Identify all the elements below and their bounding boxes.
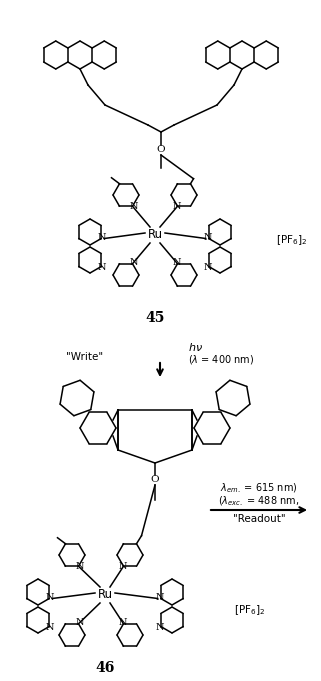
Text: [PF$_6$]$_2$: [PF$_6$]$_2$: [276, 233, 308, 247]
Text: N: N: [204, 233, 212, 242]
Text: N: N: [46, 593, 55, 602]
Text: ($\lambda$ = 400 nm): ($\lambda$ = 400 nm): [188, 353, 254, 366]
Text: N: N: [118, 562, 127, 571]
Text: N: N: [98, 233, 107, 242]
Text: N: N: [118, 618, 127, 627]
Text: $\lambda_{em.}$ = 615 nm): $\lambda_{em.}$ = 615 nm): [220, 481, 298, 495]
Text: 46: 46: [95, 661, 115, 675]
Text: "Write": "Write": [66, 352, 104, 362]
Text: ($\lambda_{exc.}$ = 488 nm,: ($\lambda_{exc.}$ = 488 nm,: [218, 494, 299, 508]
Text: N: N: [172, 258, 181, 267]
Text: N: N: [204, 263, 212, 272]
Text: N: N: [46, 623, 55, 632]
Text: N: N: [155, 593, 164, 602]
Text: N: N: [75, 618, 84, 627]
Text: "Readout": "Readout": [233, 514, 285, 524]
Text: N: N: [155, 623, 164, 632]
Text: $h\nu$: $h\nu$: [188, 341, 203, 353]
Text: Ru: Ru: [98, 588, 113, 601]
Text: N: N: [129, 258, 138, 267]
Text: [PF$_6$]$_2$: [PF$_6$]$_2$: [234, 603, 266, 617]
Text: O: O: [157, 146, 165, 155]
Text: N: N: [172, 202, 181, 210]
Text: N: N: [75, 562, 84, 571]
Text: 45: 45: [145, 311, 165, 325]
Text: O: O: [151, 475, 159, 484]
Text: N: N: [129, 202, 138, 210]
Text: Ru: Ru: [147, 229, 162, 242]
Text: N: N: [98, 263, 107, 272]
